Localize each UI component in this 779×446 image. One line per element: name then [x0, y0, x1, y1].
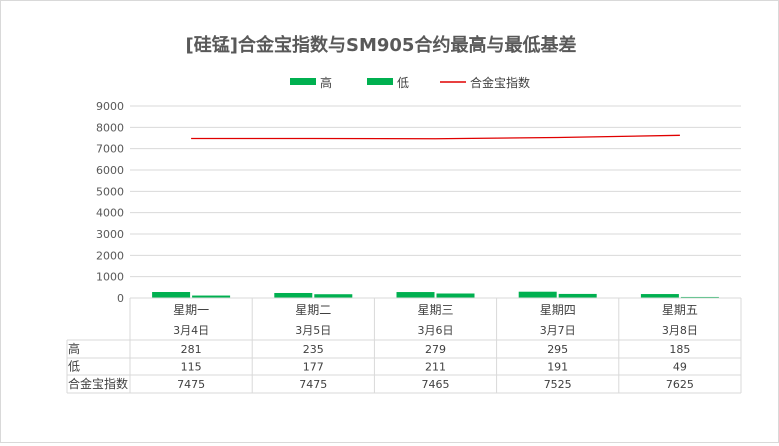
bar-low — [192, 295, 231, 298]
bar-high — [396, 292, 435, 298]
legend-label: 合金宝指数 — [470, 75, 530, 90]
category-date-label: 3月5日 — [295, 324, 331, 337]
y-tick-label: 1000 — [96, 271, 124, 284]
bar-high — [640, 294, 679, 298]
chart-title: [硅锰]合金宝指数与SM905合约最高与最低基差 — [186, 34, 577, 56]
y-tick-label: 8000 — [96, 121, 124, 134]
table-cell: 7525 — [544, 378, 572, 391]
table-cell: 7475 — [177, 378, 205, 391]
table-cell: 281 — [181, 343, 202, 356]
category-day-label: 星期一 — [173, 303, 209, 317]
y-tick-label: 0 — [117, 292, 124, 305]
table-cell: 211 — [425, 361, 446, 374]
bar-low — [558, 293, 597, 298]
legend-swatch — [367, 78, 393, 85]
y-tick-label: 6000 — [96, 164, 124, 177]
table-cell: 7475 — [299, 378, 327, 391]
y-tick-label: 7000 — [96, 143, 124, 156]
index-line-path — [191, 134, 680, 140]
category-day-label: 星期三 — [417, 303, 453, 317]
bar-high — [274, 292, 313, 298]
table-cell: 185 — [669, 343, 690, 356]
bars — [152, 291, 719, 298]
bar-high — [518, 291, 557, 298]
table-cell: 7465 — [422, 378, 450, 391]
table-cell: 279 — [425, 343, 446, 356]
category-day-label: 星期五 — [662, 303, 698, 317]
table-cell: 235 — [303, 343, 324, 356]
bar-low — [436, 293, 475, 298]
table-cell: 191 — [547, 361, 568, 374]
category-day-label: 星期四 — [540, 303, 576, 317]
table-cell: 177 — [303, 361, 324, 374]
category-date-label: 3月7日 — [540, 324, 576, 337]
gridlines — [130, 105, 741, 299]
legend-label: 低 — [397, 76, 409, 90]
table-cell: 115 — [181, 361, 202, 374]
table-row-label: 低 — [68, 360, 80, 374]
table-cell: 49 — [673, 361, 687, 374]
y-tick-label: 4000 — [96, 207, 124, 220]
category-date-label: 3月4日 — [173, 324, 209, 337]
legend-swatch — [290, 78, 316, 85]
y-tick-label: 9000 — [96, 100, 124, 113]
y-tick-label: 3000 — [96, 228, 124, 241]
y-tick-label: 5000 — [96, 185, 124, 198]
table-cell: 295 — [547, 343, 568, 356]
legend-label: 高 — [320, 75, 332, 90]
legend: 高 低 合金宝指数 — [290, 75, 530, 90]
table-cell: 7625 — [666, 378, 694, 391]
category-day-label: 星期二 — [295, 303, 331, 317]
index-line — [191, 134, 680, 140]
bar-high — [152, 292, 191, 298]
bar-low — [680, 296, 719, 298]
y-tick-label: 2000 — [96, 249, 124, 262]
bar-low — [314, 294, 353, 298]
category-date-label: 3月8日 — [662, 324, 698, 337]
table-row-label: 高 — [68, 341, 80, 356]
y-axis: 0 1000 2000 3000 4000 5000 6000 7000 8000 9000 — [96, 100, 124, 305]
table-row-label: 合金宝指数 — [68, 376, 128, 391]
category-date-label: 3月6日 — [418, 324, 454, 337]
